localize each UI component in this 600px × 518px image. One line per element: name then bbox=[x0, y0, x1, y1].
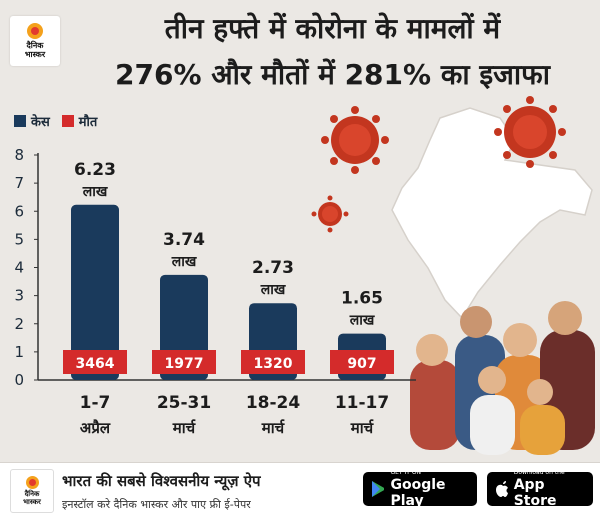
y-tick-label: 7 bbox=[14, 174, 24, 192]
x-category-sublabel: मार्च bbox=[172, 419, 197, 437]
y-tick-label: 0 bbox=[14, 371, 24, 389]
y-tick-label: 1 bbox=[14, 343, 24, 361]
google-play-button[interactable]: GET IT ON Google Play bbox=[363, 469, 477, 509]
footer-brand-logo: दैनिक भास्कर bbox=[10, 469, 54, 513]
decorative-illustration bbox=[311, 96, 595, 455]
headline-line-2: 276% और मौतों में 281% का इजाफा bbox=[115, 58, 550, 91]
death-value-label: 3464 bbox=[76, 356, 115, 372]
death-value-label: 1320 bbox=[254, 356, 293, 372]
headline-line-1: तीन हफ्ते में कोरोना के मामलों में bbox=[164, 12, 501, 45]
people-masks-icon bbox=[410, 301, 595, 455]
death-badge bbox=[330, 350, 394, 374]
bar-value-label: 2.73 bbox=[252, 258, 294, 278]
app-store-small: Download on the bbox=[513, 469, 565, 476]
death-badge bbox=[63, 350, 127, 374]
bar-value-label: 6.23 bbox=[74, 160, 116, 180]
y-tick-label: 5 bbox=[14, 230, 24, 248]
logo-line-1: दैनिक bbox=[26, 41, 44, 50]
legend-item-cases: केस bbox=[14, 112, 50, 130]
virus-icon-right bbox=[494, 96, 566, 168]
x-category-label: 11-17 bbox=[335, 393, 389, 413]
footer-logo-line-2: भास्कर bbox=[23, 498, 41, 506]
y-tick-label: 4 bbox=[14, 259, 24, 277]
death-badge bbox=[241, 350, 305, 374]
bar-unit-label: लाख bbox=[171, 254, 197, 270]
y-tick-label: 6 bbox=[14, 202, 24, 220]
virus-icon-small bbox=[311, 195, 349, 233]
bar-unit-label: लाख bbox=[260, 282, 286, 298]
x-category-sublabel: मार्च bbox=[261, 419, 286, 437]
bar-unit-label: लाख bbox=[349, 313, 375, 329]
x-category-label: 18-24 bbox=[246, 393, 301, 413]
legend-swatch-cases bbox=[14, 115, 26, 127]
death-badge bbox=[152, 350, 216, 374]
x-category-label: 25-31 bbox=[157, 393, 211, 413]
google-play-label: Google Play bbox=[390, 477, 446, 509]
chart-legend: केस मौत bbox=[14, 112, 97, 130]
x-category-label: 1-7 bbox=[80, 393, 111, 413]
death-value-label: 1977 bbox=[165, 356, 204, 372]
logo-line-2: भास्कर bbox=[24, 50, 46, 59]
death-value-label: 907 bbox=[347, 356, 376, 372]
legend-label-deaths: मौत bbox=[78, 115, 98, 130]
bar-cases bbox=[71, 204, 119, 380]
bar-chart: 0 1 2 3 4 5 6 7 8 6.23 लाख 3464 1-7 अप्रैल 3.74 लाख 1977… bbox=[14, 146, 416, 437]
brand-logo: दैनिक भास्कर bbox=[10, 16, 60, 66]
y-tick-label: 3 bbox=[14, 287, 24, 305]
bar-value-label: 3.74 bbox=[163, 230, 205, 250]
google-play-small: GET IT ON bbox=[390, 469, 422, 476]
promo-line-1: भारत की सबसे विश्वसनीय न्यूज़ ऐप bbox=[62, 472, 261, 490]
legend-item-deaths: मौत bbox=[61, 112, 98, 130]
x-category-sublabel: मार्च bbox=[350, 419, 375, 437]
legend-swatch-deaths bbox=[61, 115, 74, 127]
sun-icon bbox=[27, 23, 43, 39]
footer-logo-line-1: दैनिक bbox=[24, 490, 40, 498]
x-category-sublabel: अप्रैल bbox=[80, 419, 111, 437]
bar-value-label: 1.65 bbox=[341, 289, 383, 309]
app-store-label: App Store bbox=[513, 477, 557, 509]
promo-text: भारत की सबसे विश्वसनीय न्यूज़ ऐप इनस्टॉल… bbox=[62, 471, 261, 512]
headline: तीन हफ्ते में कोरोना के मामलों में 276% … bbox=[70, 6, 595, 98]
bar-unit-label: लाख bbox=[82, 184, 108, 200]
app-store-button[interactable]: Download on the App Store bbox=[487, 469, 593, 509]
y-tick-label: 2 bbox=[14, 315, 24, 333]
footer-sun-icon bbox=[25, 476, 39, 489]
y-tick-label: 8 bbox=[14, 146, 24, 164]
legend-label-cases: केस bbox=[31, 115, 50, 130]
google-play-icon bbox=[372, 481, 385, 497]
apple-icon bbox=[496, 480, 508, 497]
virus-icon bbox=[321, 106, 389, 174]
app-promo-footer: दैनिक भास्कर भारत की सबसे विश्वसनीय न्यू… bbox=[0, 462, 600, 518]
promo-line-2: इनस्टॉल करे दैनिक भास्कर और पाए फ्री ई-प… bbox=[62, 498, 251, 511]
